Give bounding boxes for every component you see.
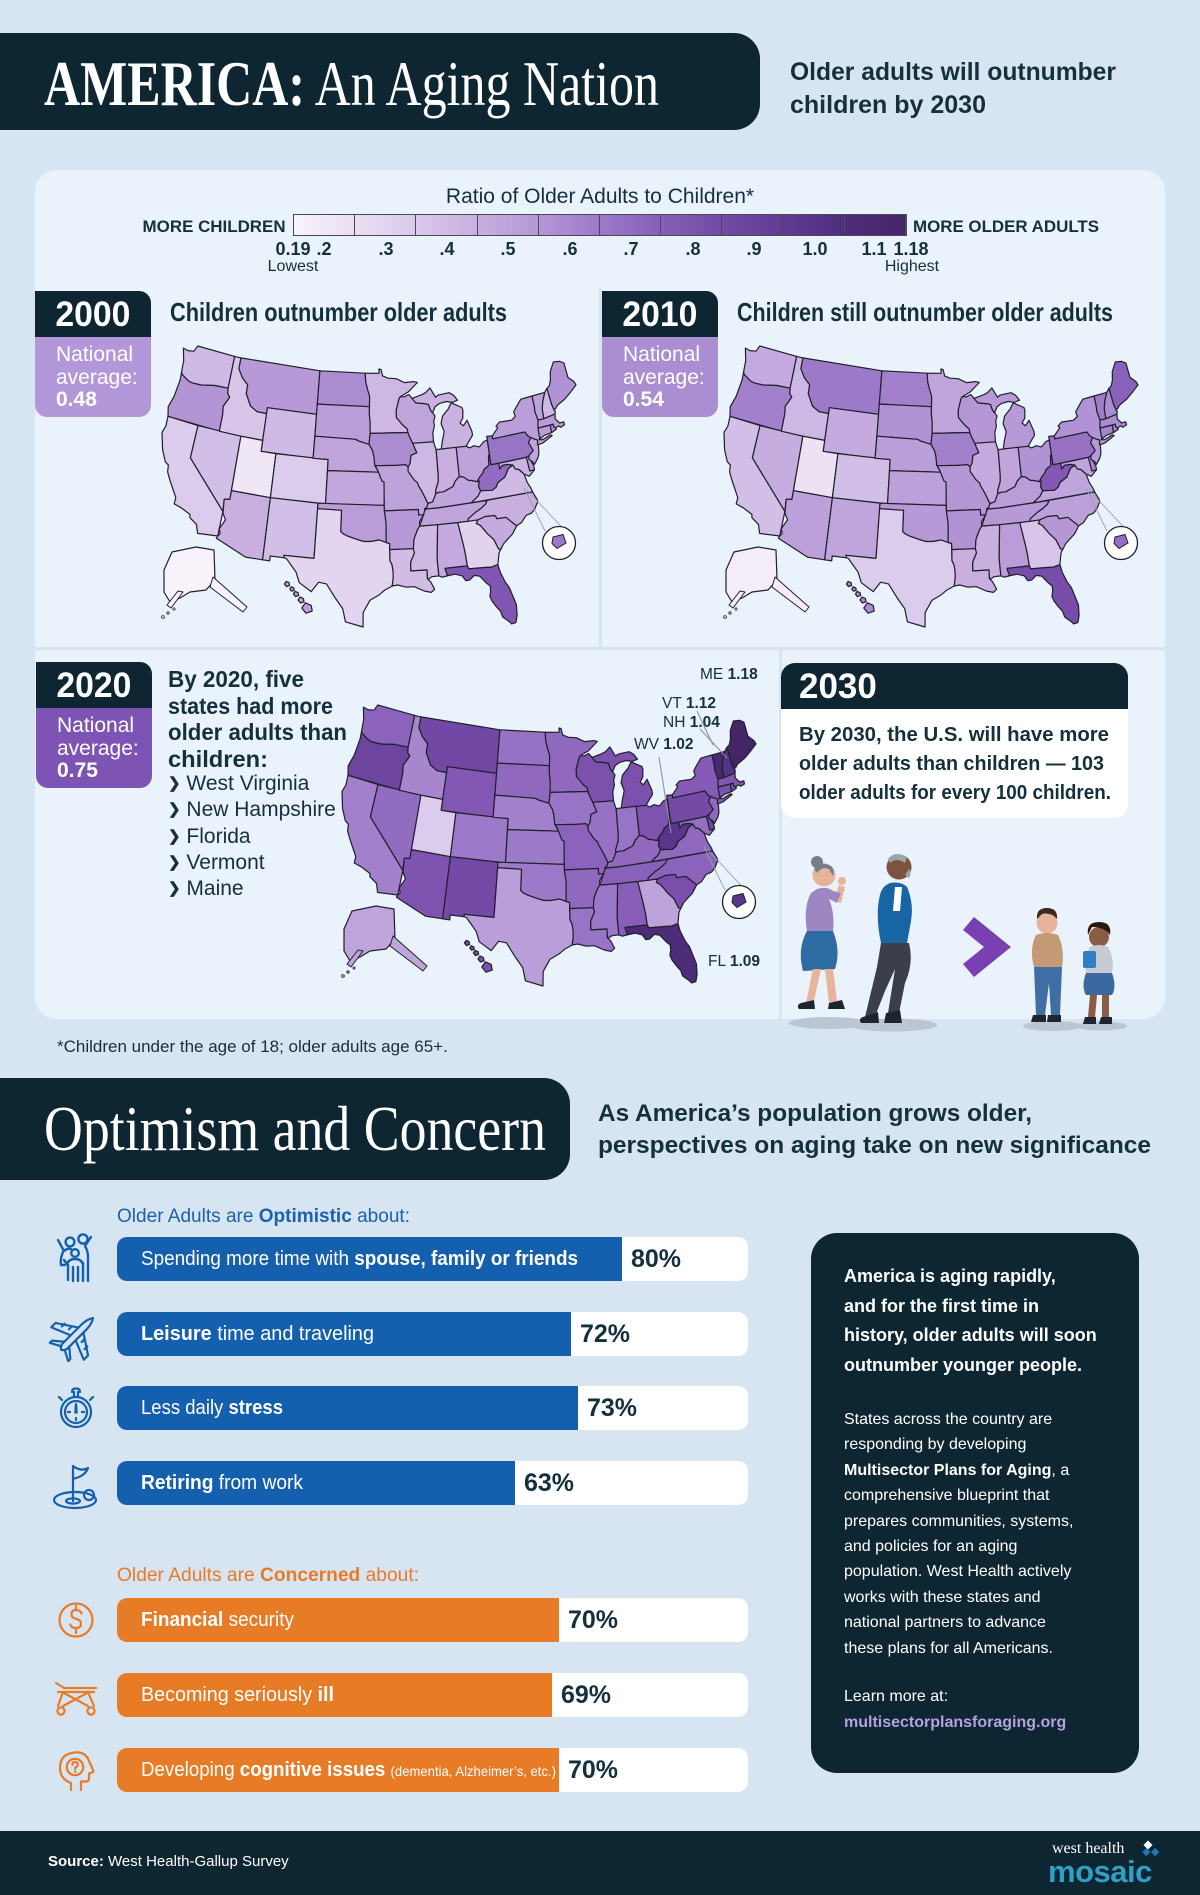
svg-text:west health: west health xyxy=(1052,1840,1124,1857)
svg-text:mosaic: mosaic xyxy=(1048,1854,1152,1889)
